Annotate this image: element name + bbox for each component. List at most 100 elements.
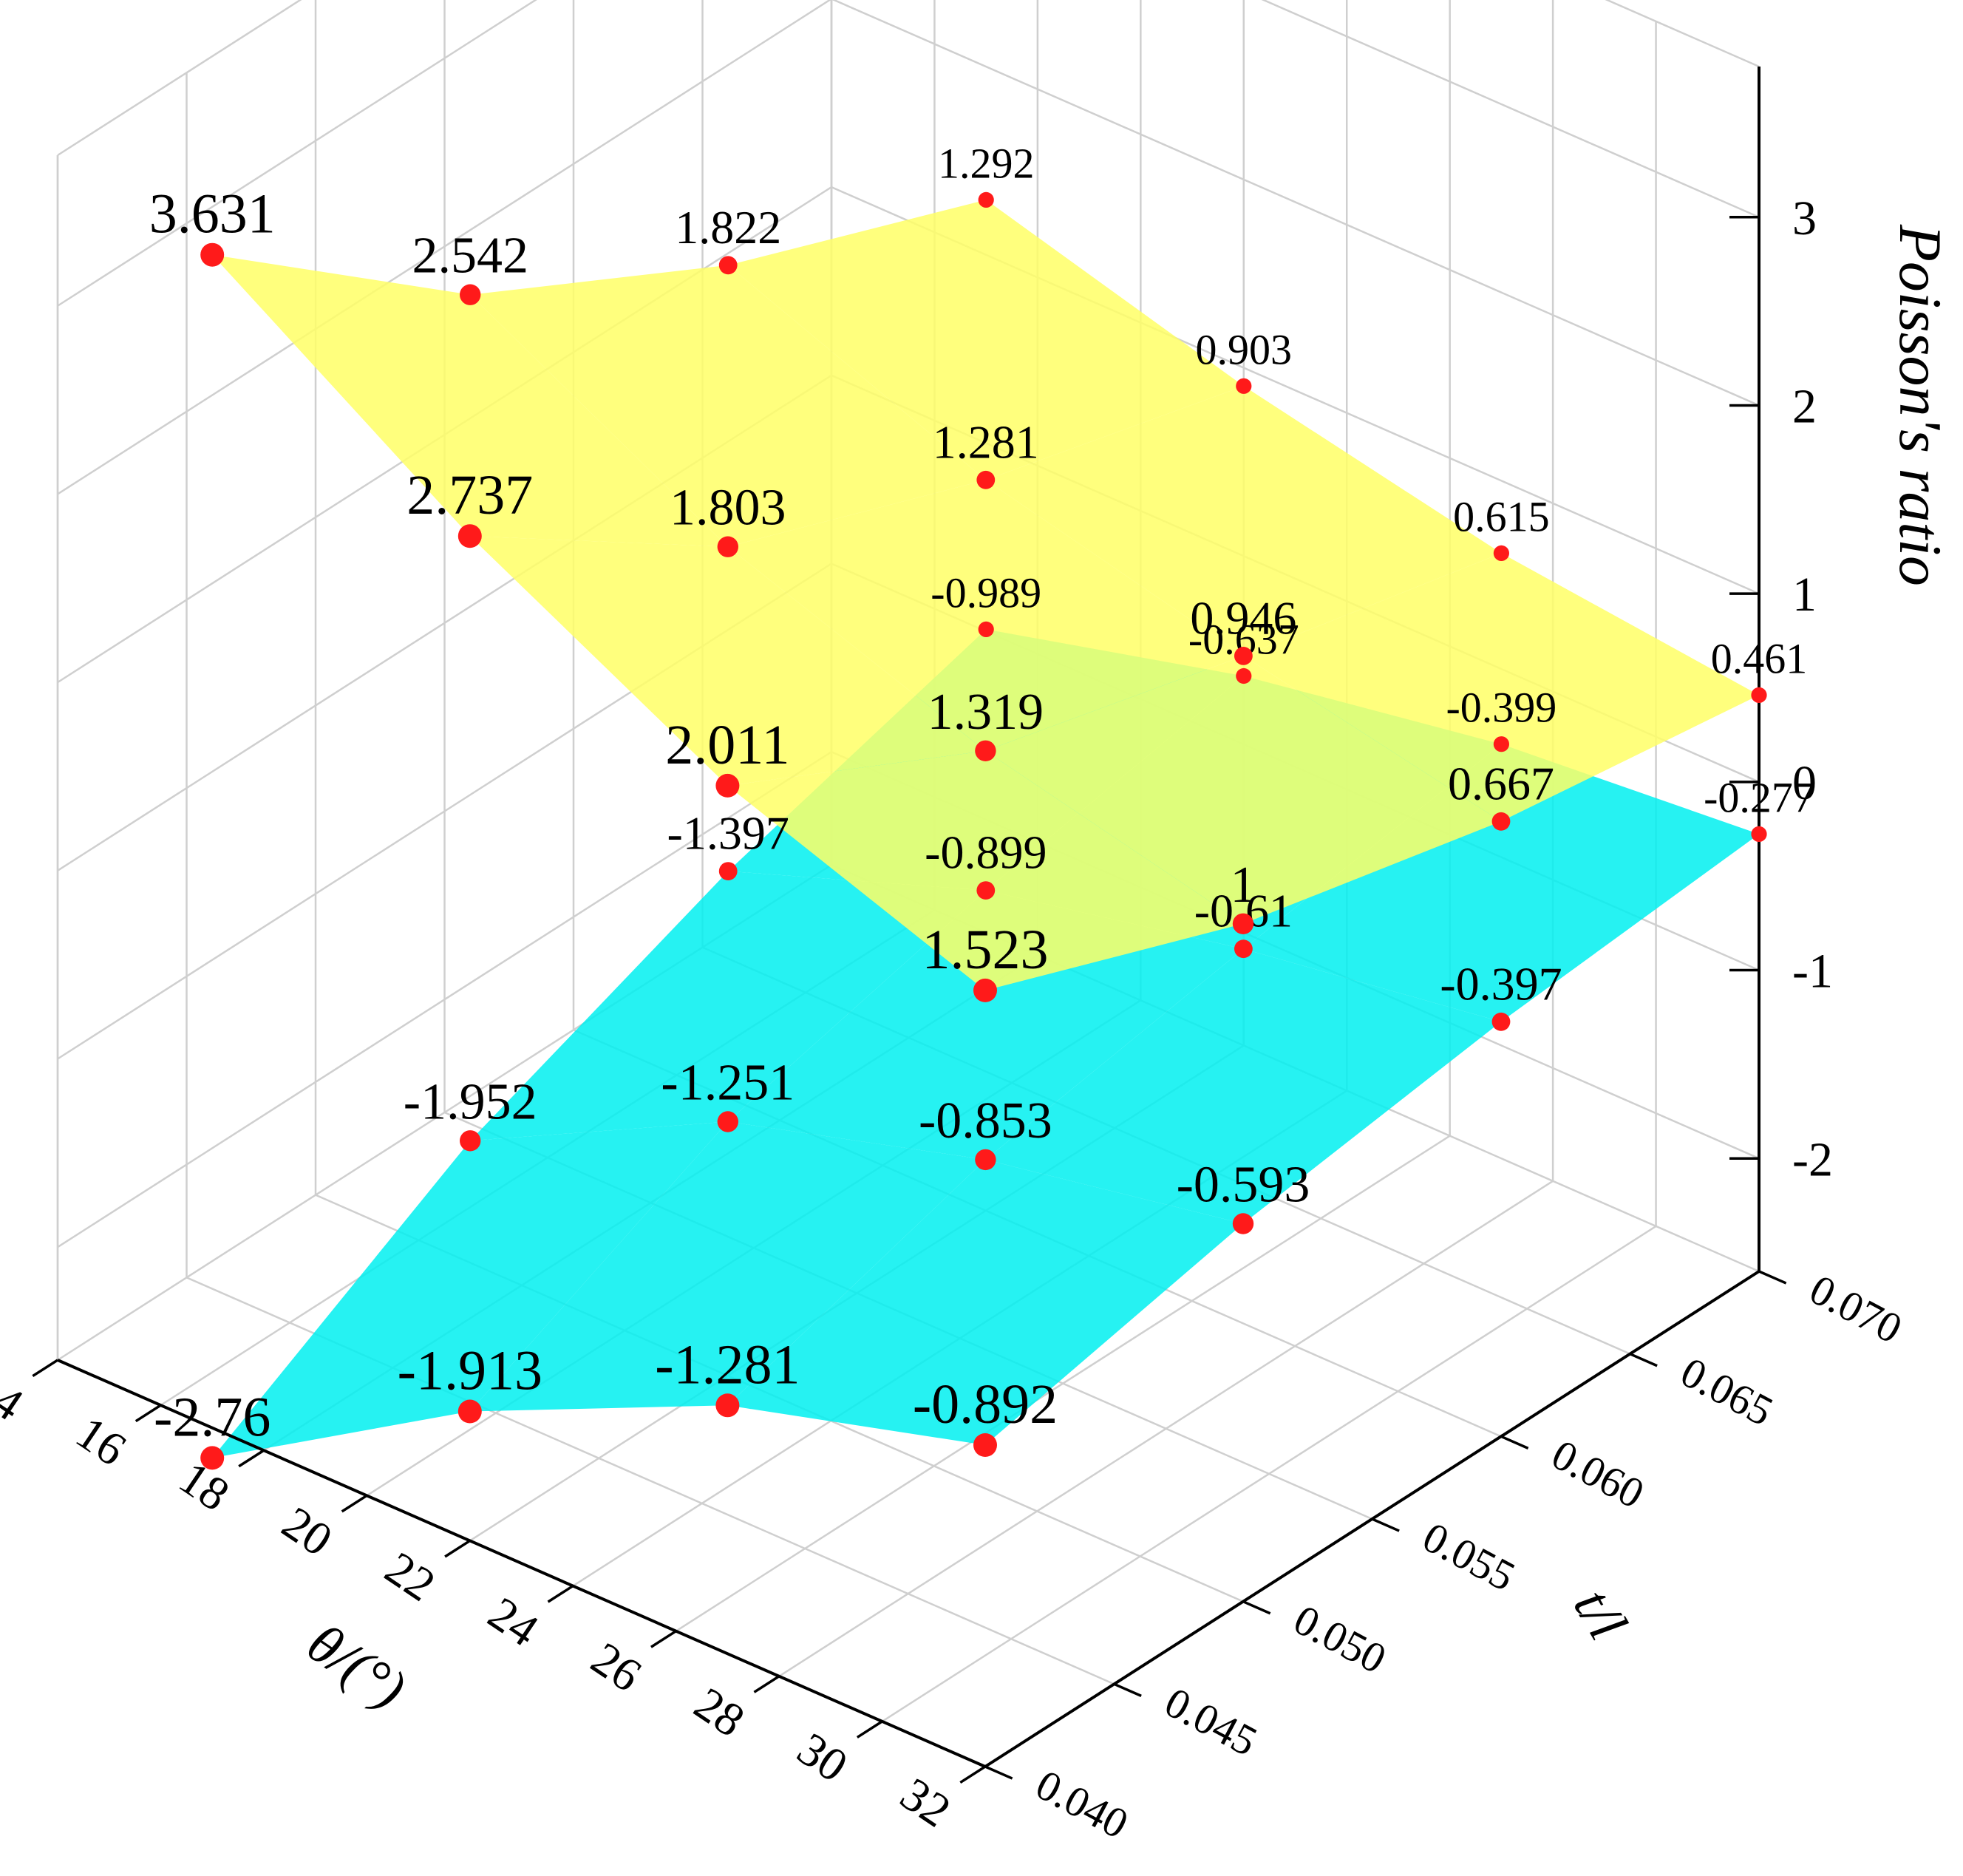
data-label: -0.892 [913, 1373, 1058, 1435]
data-point [1234, 647, 1253, 665]
t-over-l-tick [1758, 1270, 1787, 1285]
data-label: 1.292 [938, 139, 1035, 187]
data-point [457, 1399, 482, 1424]
surface-patch [727, 750, 1243, 990]
box-top-edge [1605, 0, 1760, 68]
data-point [715, 1393, 740, 1418]
t-over-l-tick-label: 0.040 [1028, 1760, 1136, 1848]
surface-patch [1243, 553, 1759, 822]
data-label: 1.319 [928, 684, 1044, 741]
data-label: 1.822 [675, 201, 781, 254]
theta-tick-label: 32 [891, 1767, 960, 1838]
t-over-l-axis-title: t/l [1562, 1578, 1639, 1650]
data-point [1236, 667, 1252, 684]
data-label: -0.853 [919, 1092, 1052, 1149]
surface-patch [985, 948, 1501, 1224]
z-tick-label: -1 [1792, 945, 1833, 999]
left-wall-grid-line [57, 751, 832, 1248]
data-point [718, 862, 738, 880]
data-point [1493, 736, 1509, 752]
data-label: -0.399 [1446, 684, 1557, 732]
t-over-l-tick-label: 0.050 [1286, 1595, 1394, 1683]
surface-patch [469, 1121, 986, 1412]
data-label: 1 [1231, 857, 1256, 914]
z-tick-label: 1 [1792, 568, 1817, 622]
surface-patch [727, 890, 1244, 1160]
t-over-l-tick [1113, 1682, 1142, 1697]
surface-patch [727, 1159, 1243, 1445]
data-point [1234, 939, 1253, 959]
data-label: 3.631 [149, 183, 276, 245]
data-point [1751, 687, 1767, 704]
data-point [717, 536, 738, 557]
data-point [973, 978, 997, 1002]
z-tick-label: 0 [1792, 756, 1817, 810]
data-label: -0.593 [1177, 1157, 1310, 1214]
data-point [200, 242, 225, 267]
data-label: -1.397 [667, 807, 789, 860]
data-label: 2.542 [412, 228, 528, 285]
surface-patch [470, 871, 986, 1141]
data-point [975, 1149, 996, 1171]
theta-tick-label: 20 [273, 1496, 342, 1566]
data-point [1751, 826, 1767, 842]
back-wall-grid-line [831, 0, 1760, 407]
theta-tick [547, 1585, 574, 1603]
data-point [1236, 378, 1252, 394]
theta-axis-title: θ/(°) [296, 1611, 417, 1721]
theta-tick-label: 16 [67, 1406, 136, 1476]
data-point [718, 256, 738, 275]
data-point [1232, 1213, 1254, 1234]
t-over-l-tick-label: 0.045 [1157, 1678, 1265, 1766]
data-label: 0.461 [1711, 634, 1808, 682]
data-point [1491, 812, 1511, 831]
data-point [975, 740, 996, 761]
t-over-l-tick [1242, 1600, 1271, 1615]
data-label: 0.615 [1453, 492, 1550, 540]
surface-patch [728, 200, 1244, 480]
theta-tick-label: 24 [479, 1587, 548, 1657]
surface-patch [470, 265, 986, 547]
theta-tick [753, 1675, 780, 1693]
z-tick-label: 2 [1792, 380, 1817, 434]
data-label: -1.952 [404, 1073, 537, 1130]
data-label: -2.76 [154, 1386, 271, 1448]
data-point [1491, 1012, 1511, 1031]
z-axis-title: Poisson's ratio [1887, 224, 1954, 586]
box-top-edge [57, 0, 302, 157]
data-label: 2.737 [406, 464, 533, 526]
data-label: 1.281 [933, 415, 1039, 468]
left-wall-grid-line [57, 0, 537, 307]
t-over-l-tick-label: 0.060 [1544, 1430, 1652, 1518]
data-label: -1.281 [655, 1333, 800, 1396]
surface-0 [212, 200, 1759, 990]
data-label: -0.899 [925, 826, 1047, 879]
theta-axis-line [57, 1359, 986, 1768]
data-point [457, 524, 482, 548]
data-label: 0.667 [1448, 757, 1554, 809]
surface-patch [212, 254, 728, 547]
theta-tick-label: 28 [685, 1677, 754, 1747]
surface-patch [212, 1121, 728, 1458]
surface-patch [469, 536, 986, 786]
surface-patch [727, 480, 1244, 751]
data-label: 0.946 [1190, 591, 1296, 644]
theta-tick [238, 1449, 265, 1468]
data-point [978, 191, 994, 208]
t-over-l-tick [1500, 1435, 1529, 1450]
data-label: 1.803 [670, 480, 786, 537]
data-point [1232, 913, 1254, 935]
theta-tick [856, 1720, 883, 1739]
data-label: -1.251 [661, 1055, 795, 1112]
theta-tick [444, 1539, 471, 1558]
data-point [976, 881, 996, 900]
data-label: 1.523 [922, 919, 1049, 981]
data-label: -0.989 [931, 568, 1041, 616]
z-tick-label: -2 [1792, 1132, 1833, 1186]
theta-tick [135, 1404, 162, 1423]
theta-tick [650, 1630, 677, 1648]
t-over-l-tick-label: 0.055 [1415, 1512, 1523, 1600]
data-point [717, 1111, 738, 1132]
theta-tick [32, 1359, 58, 1378]
